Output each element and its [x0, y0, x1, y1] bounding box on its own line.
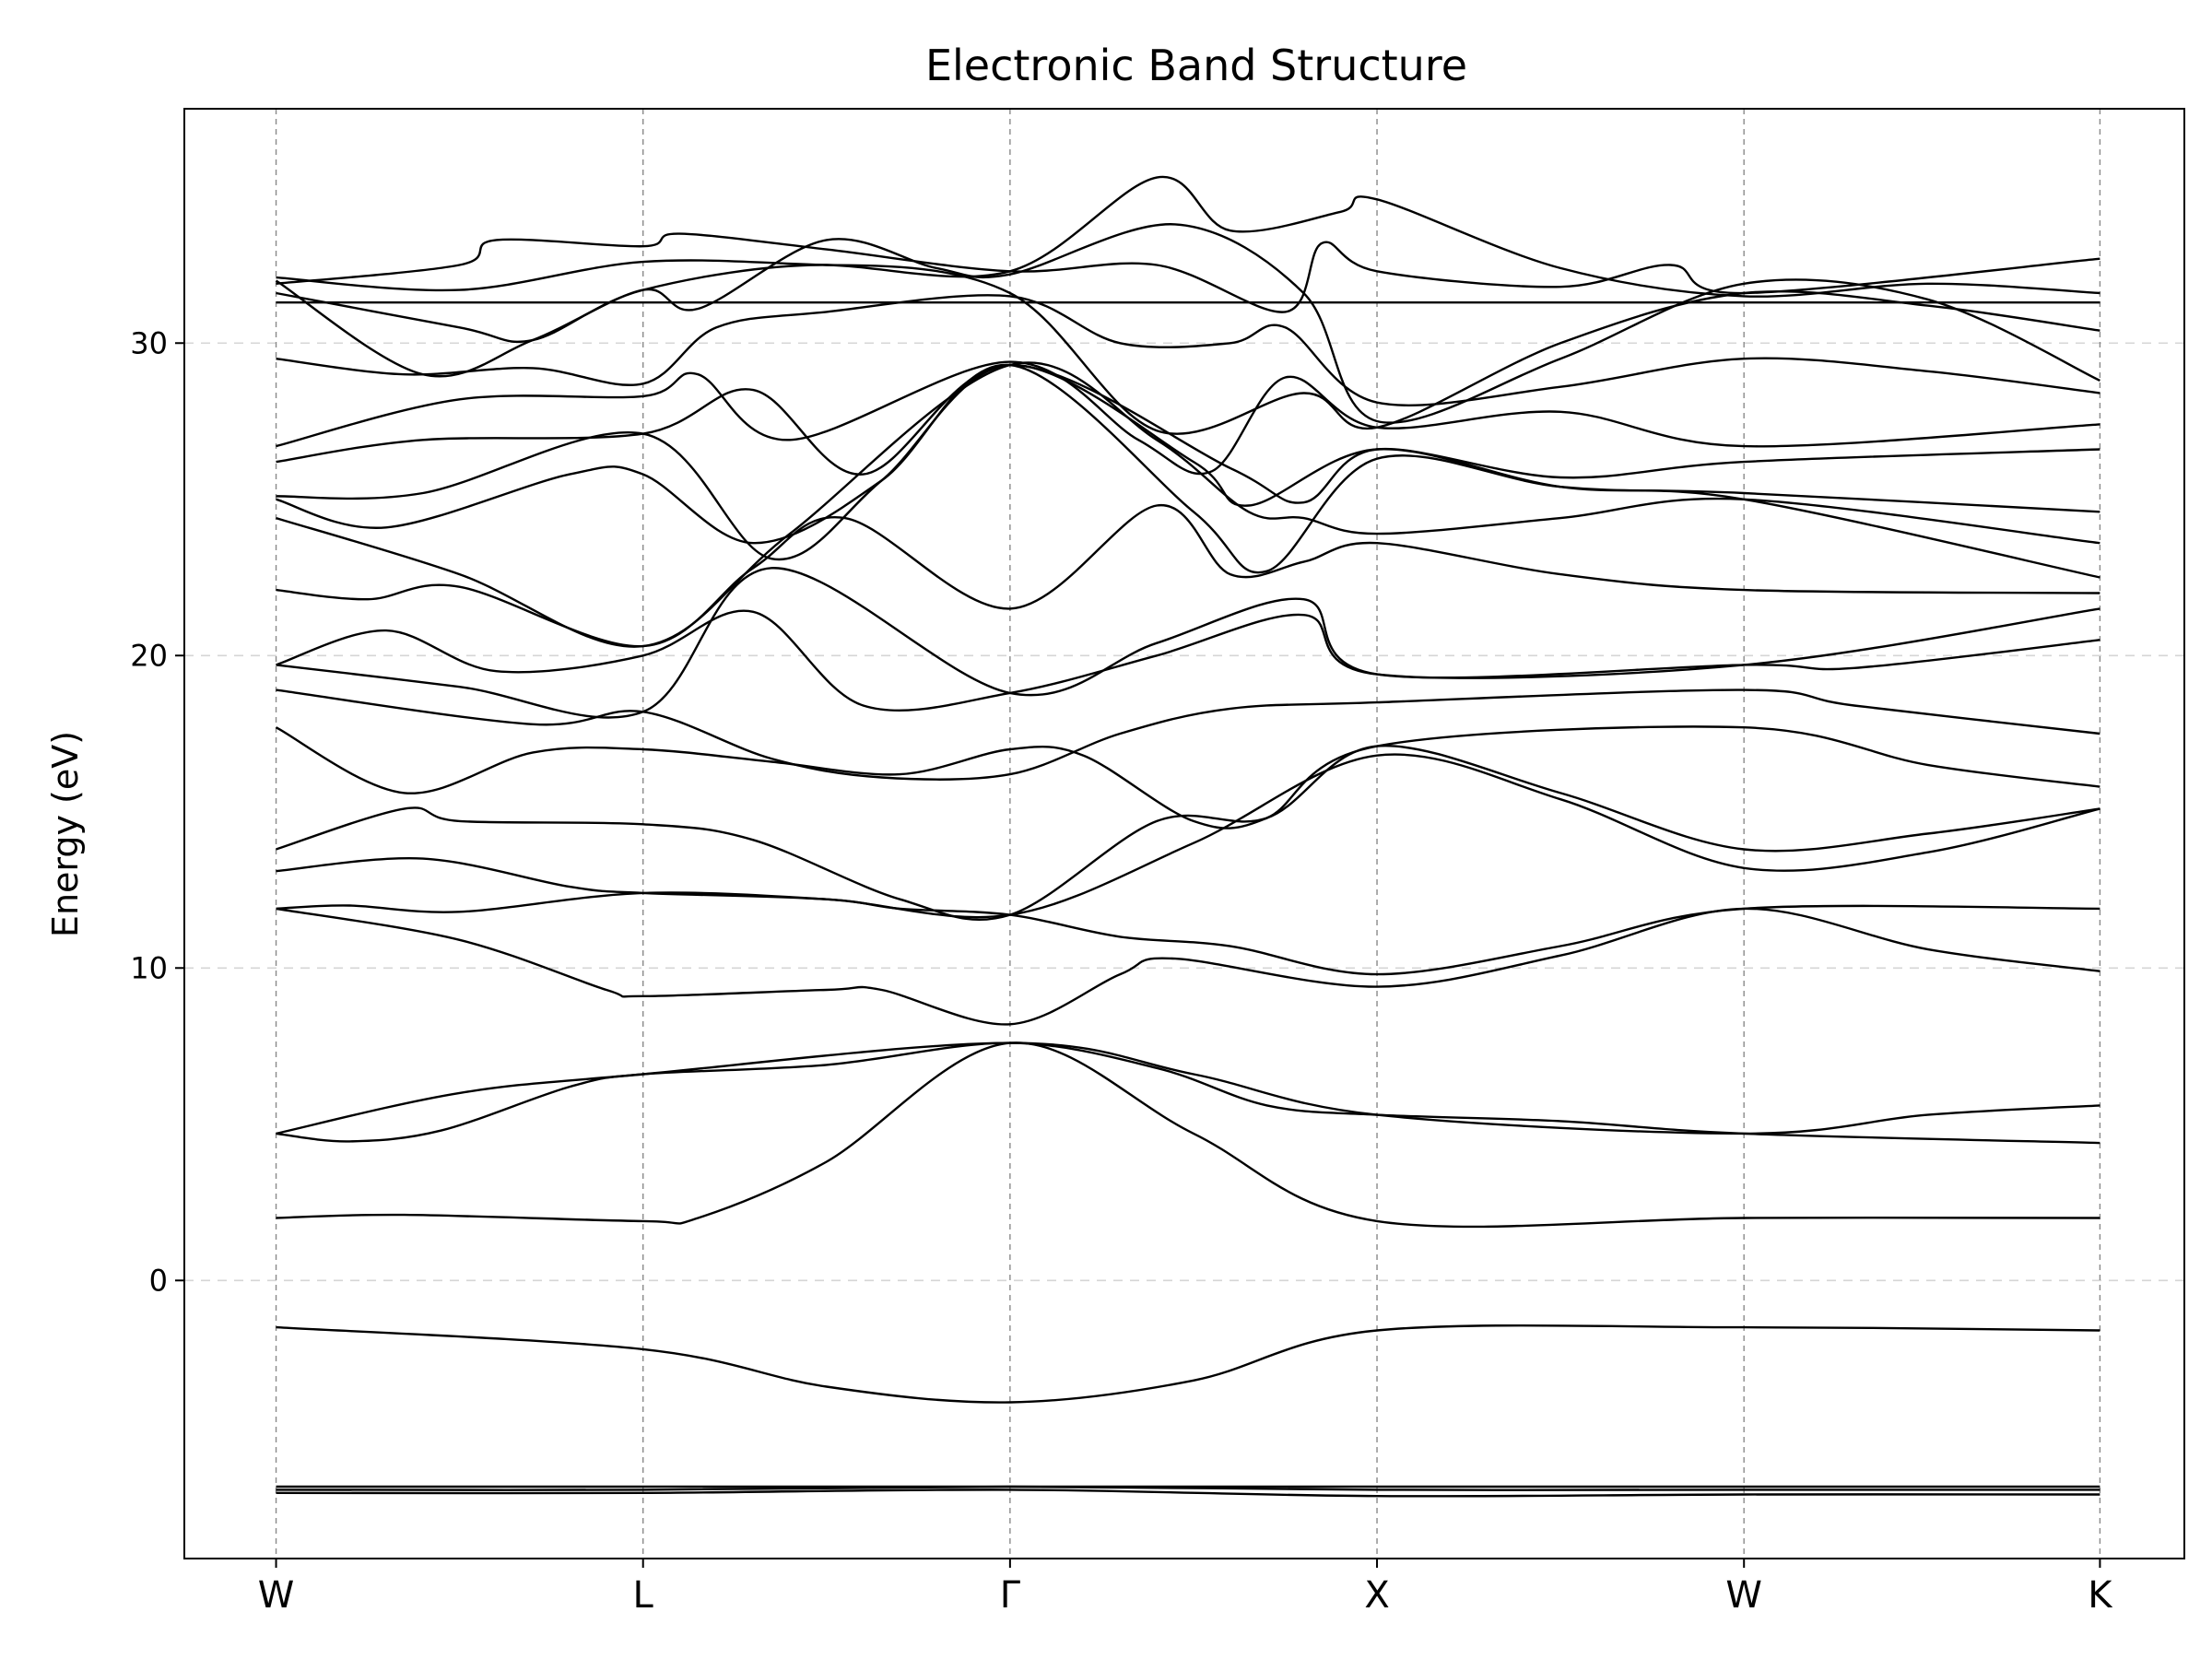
- band-line-24: [276, 264, 2100, 435]
- x-tick-label: L: [633, 1574, 654, 1617]
- band-line-12: [275, 725, 2100, 830]
- band-line-19: [276, 363, 2100, 579]
- band-line-17: [276, 361, 2100, 648]
- band-line-21: [276, 360, 2100, 476]
- band-line-4: [276, 1324, 2100, 1404]
- y-tick-label: 0: [149, 1263, 168, 1298]
- y-tick-label: 10: [130, 950, 168, 985]
- x-tick-label: W: [1725, 1574, 1762, 1617]
- axis-layer: 0 10 20 30 W L Γ X W K: [130, 325, 2113, 1617]
- band-line-22: [276, 294, 2100, 406]
- band-line-13: [276, 688, 2100, 782]
- chart-title: Electronic Band Structure: [925, 41, 1467, 90]
- band-line-2: [276, 1485, 2100, 1491]
- x-tick-label: Γ: [1000, 1574, 1021, 1617]
- y-tick-label: 30: [130, 325, 168, 360]
- band-line-5: [276, 1041, 2100, 1229]
- x-tick-label: W: [258, 1574, 295, 1617]
- y-tick-label: 20: [130, 638, 168, 673]
- band-line-6: [276, 1041, 2100, 1145]
- band-line-25: [275, 223, 2100, 424]
- band-line-26: [276, 175, 2100, 298]
- band-layer: [275, 175, 2100, 1498]
- plot-frame: [183, 108, 2185, 1559]
- band-line-27: [276, 232, 2100, 313]
- x-tick-label: K: [2088, 1574, 2113, 1617]
- band-line-10: [276, 753, 2100, 919]
- grid-layer: [184, 109, 2184, 1559]
- y-axis-label: Energy (eV): [45, 731, 86, 937]
- band-line-11: [276, 745, 2100, 922]
- x-tick-label: X: [1364, 1574, 1389, 1617]
- band-line-3: [276, 1488, 2100, 1498]
- band-line-9: [276, 891, 2100, 976]
- band-line-16: [276, 504, 2100, 648]
- band-line-8: [276, 907, 2100, 1026]
- band-line-20: [276, 363, 2100, 504]
- band-line-14: [276, 607, 2100, 712]
- band-line-7: [276, 1041, 2100, 1135]
- band-line-15: [276, 567, 2100, 719]
